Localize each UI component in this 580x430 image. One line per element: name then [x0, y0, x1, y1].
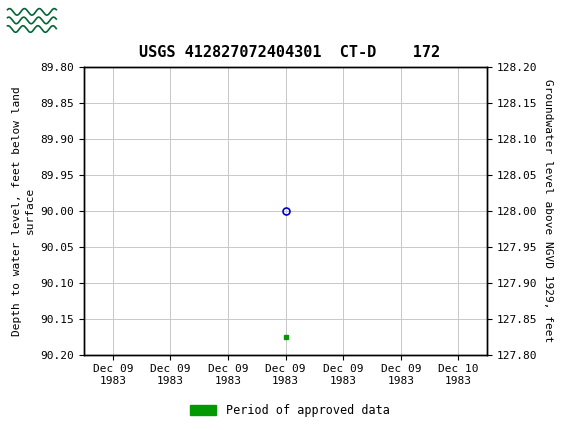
Y-axis label: Groundwater level above NGVD 1929, feet: Groundwater level above NGVD 1929, feet: [543, 79, 553, 342]
Y-axis label: Depth to water level, feet below land
surface: Depth to water level, feet below land su…: [12, 86, 35, 335]
FancyBboxPatch shape: [6, 3, 58, 37]
Legend: Period of approved data: Period of approved data: [186, 399, 394, 422]
Text: USGS 412827072404301  CT-D    172: USGS 412827072404301 CT-D 172: [139, 45, 441, 60]
Text: USGS: USGS: [65, 12, 108, 29]
